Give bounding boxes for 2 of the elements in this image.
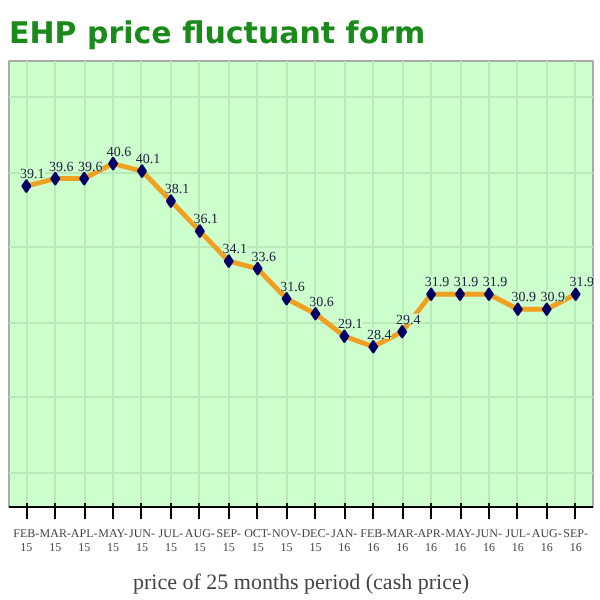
x-axis-title: price of 25 months period (cash price): [133, 571, 470, 596]
chart-title: EHP price fluctuant form: [9, 15, 426, 51]
